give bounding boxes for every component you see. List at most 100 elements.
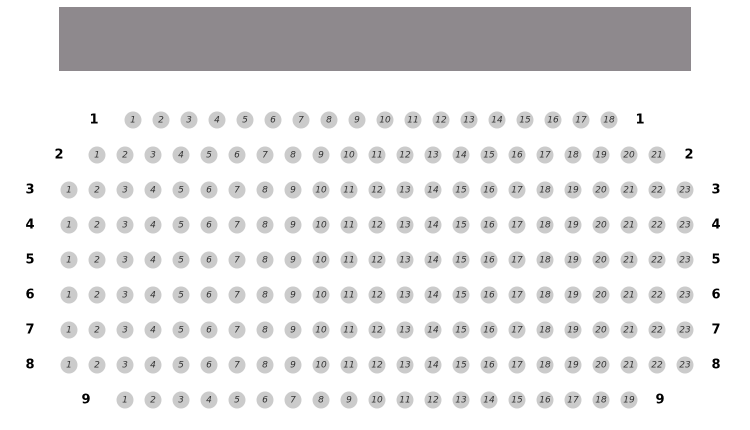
seat[interactable]: 15 (452, 286, 470, 304)
seat[interactable]: 5 (172, 216, 190, 234)
seat[interactable]: 1 (60, 181, 78, 199)
seat[interactable]: 8 (256, 356, 274, 374)
seat[interactable]: 16 (508, 146, 526, 164)
seat[interactable]: 9 (284, 181, 302, 199)
seat[interactable]: 11 (404, 111, 422, 129)
seat[interactable]: 6 (200, 216, 218, 234)
seat[interactable]: 7 (228, 251, 246, 269)
seat[interactable]: 3 (116, 216, 134, 234)
seat[interactable]: 13 (396, 251, 414, 269)
seat[interactable]: 2 (88, 286, 106, 304)
seat[interactable]: 11 (340, 251, 358, 269)
seat[interactable]: 9 (312, 146, 330, 164)
seat[interactable]: 11 (340, 286, 358, 304)
seat[interactable]: 5 (172, 181, 190, 199)
seat[interactable]: 1 (60, 216, 78, 234)
seat[interactable]: 11 (340, 181, 358, 199)
seat[interactable]: 22 (648, 356, 666, 374)
seat[interactable]: 18 (564, 146, 582, 164)
seat[interactable]: 5 (200, 146, 218, 164)
seat[interactable]: 3 (116, 286, 134, 304)
seat[interactable]: 21 (620, 216, 638, 234)
seat[interactable]: 5 (172, 321, 190, 339)
seat[interactable]: 15 (480, 146, 498, 164)
seat[interactable]: 14 (424, 181, 442, 199)
seat[interactable]: 12 (424, 391, 442, 409)
seat[interactable]: 13 (396, 356, 414, 374)
seat[interactable]: 13 (396, 321, 414, 339)
seat[interactable]: 20 (592, 181, 610, 199)
seat[interactable]: 9 (284, 356, 302, 374)
seat[interactable]: 13 (396, 181, 414, 199)
seat[interactable]: 1 (124, 111, 142, 129)
seat[interactable]: 21 (620, 356, 638, 374)
seat[interactable]: 19 (564, 251, 582, 269)
seat[interactable]: 5 (228, 391, 246, 409)
seat[interactable]: 6 (200, 251, 218, 269)
seat[interactable]: 3 (180, 111, 198, 129)
seat[interactable]: 9 (284, 216, 302, 234)
seat[interactable]: 15 (452, 216, 470, 234)
seat[interactable]: 12 (368, 216, 386, 234)
seat[interactable]: 4 (144, 286, 162, 304)
seat[interactable]: 7 (228, 321, 246, 339)
seat[interactable]: 5 (172, 286, 190, 304)
seat[interactable]: 8 (256, 321, 274, 339)
seat[interactable]: 8 (320, 111, 338, 129)
seat[interactable]: 12 (432, 111, 450, 129)
seat[interactable]: 11 (340, 216, 358, 234)
seat[interactable]: 7 (284, 391, 302, 409)
seat[interactable]: 14 (452, 146, 470, 164)
seat[interactable]: 14 (480, 391, 498, 409)
seat[interactable]: 10 (312, 181, 330, 199)
seat[interactable]: 1 (60, 356, 78, 374)
seat[interactable]: 6 (264, 111, 282, 129)
seat[interactable]: 17 (508, 356, 526, 374)
seat[interactable]: 5 (236, 111, 254, 129)
seat[interactable]: 18 (536, 356, 554, 374)
seat[interactable]: 13 (460, 111, 478, 129)
seat[interactable]: 4 (144, 251, 162, 269)
seat[interactable]: 2 (152, 111, 170, 129)
seat[interactable]: 15 (452, 251, 470, 269)
seat[interactable]: 17 (508, 321, 526, 339)
seat[interactable]: 2 (144, 391, 162, 409)
seat[interactable]: 12 (368, 251, 386, 269)
seat[interactable]: 13 (396, 216, 414, 234)
seat[interactable]: 10 (312, 216, 330, 234)
seat[interactable]: 18 (536, 181, 554, 199)
seat[interactable]: 22 (648, 181, 666, 199)
seat[interactable]: 22 (648, 286, 666, 304)
seat[interactable]: 21 (620, 286, 638, 304)
seat[interactable]: 4 (200, 391, 218, 409)
seat[interactable]: 3 (116, 251, 134, 269)
seat[interactable]: 1 (88, 146, 106, 164)
seat[interactable]: 17 (572, 111, 590, 129)
seat[interactable]: 10 (312, 251, 330, 269)
seat[interactable]: 18 (536, 251, 554, 269)
seat[interactable]: 1 (60, 251, 78, 269)
seat[interactable]: 3 (116, 181, 134, 199)
seat[interactable]: 11 (340, 356, 358, 374)
seat[interactable]: 16 (544, 111, 562, 129)
seat[interactable]: 6 (200, 181, 218, 199)
seat[interactable]: 17 (508, 181, 526, 199)
seat[interactable]: 17 (508, 216, 526, 234)
seat[interactable]: 12 (368, 356, 386, 374)
seat[interactable]: 14 (424, 251, 442, 269)
seat[interactable]: 17 (508, 286, 526, 304)
seat[interactable]: 18 (600, 111, 618, 129)
seat[interactable]: 16 (480, 181, 498, 199)
seat[interactable]: 18 (536, 321, 554, 339)
seat[interactable]: 14 (424, 356, 442, 374)
seat[interactable]: 5 (172, 251, 190, 269)
seat[interactable]: 2 (88, 251, 106, 269)
seat[interactable]: 23 (676, 251, 694, 269)
seat[interactable]: 2 (88, 321, 106, 339)
seat[interactable]: 10 (376, 111, 394, 129)
seat[interactable]: 2 (116, 146, 134, 164)
seat[interactable]: 6 (228, 146, 246, 164)
seat[interactable]: 2 (88, 216, 106, 234)
seat[interactable]: 14 (424, 286, 442, 304)
seat[interactable]: 16 (480, 251, 498, 269)
